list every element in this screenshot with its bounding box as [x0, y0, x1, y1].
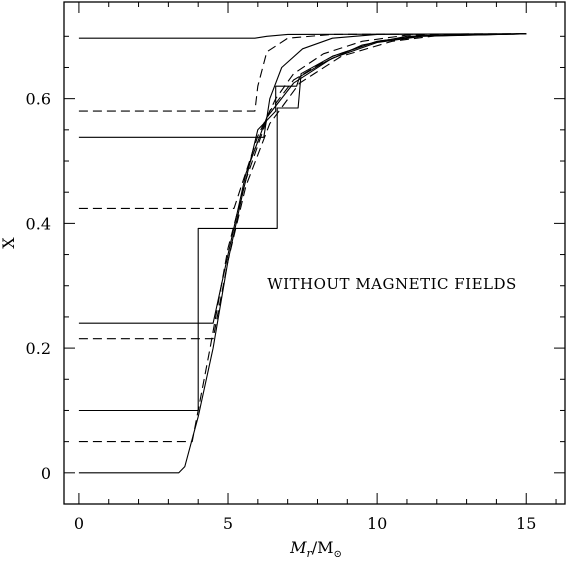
series-line-4 — [78, 33, 527, 209]
x-axis-label-rest: /M — [312, 538, 334, 557]
y-tick-labels: 0 0.2 0.4 0.6 — [26, 90, 51, 483]
x-tick-label: 15 — [516, 514, 536, 533]
series-line-2 — [78, 33, 527, 112]
series-line-7 — [78, 33, 527, 443]
y-axis-label: X — [0, 237, 18, 249]
annotation-label: WITHOUT MAGNETIC FIELDS — [267, 275, 517, 293]
tick-marks — [64, 2, 565, 504]
y-tick-label: 0.2 — [26, 339, 51, 358]
x-tick-label: 10 — [367, 514, 387, 533]
y-tick-label: 0.4 — [26, 214, 51, 233]
series-line-3 — [78, 33, 527, 138]
x-axis-label-sub: r — [306, 547, 312, 560]
x-tick-label: 0 — [74, 514, 84, 533]
plot-frame — [63, 1, 566, 505]
x-axis-label-sun: ⊙ — [334, 549, 342, 560]
series-line-6 — [78, 33, 527, 412]
series-lines — [78, 33, 527, 474]
series-line-9 — [78, 33, 527, 340]
x-axis-label: Mr/M⊙ — [289, 538, 342, 560]
x-tick-labels: 0 5 10 15 — [74, 514, 537, 533]
x-tick-label: 5 — [223, 514, 233, 533]
x-axis-label-main: M — [289, 538, 307, 557]
series-line-5 — [78, 33, 527, 474]
y-tick-label: 0.6 — [26, 90, 51, 109]
y-tick-label: 0 — [41, 464, 51, 483]
series-line-8 — [78, 33, 527, 324]
